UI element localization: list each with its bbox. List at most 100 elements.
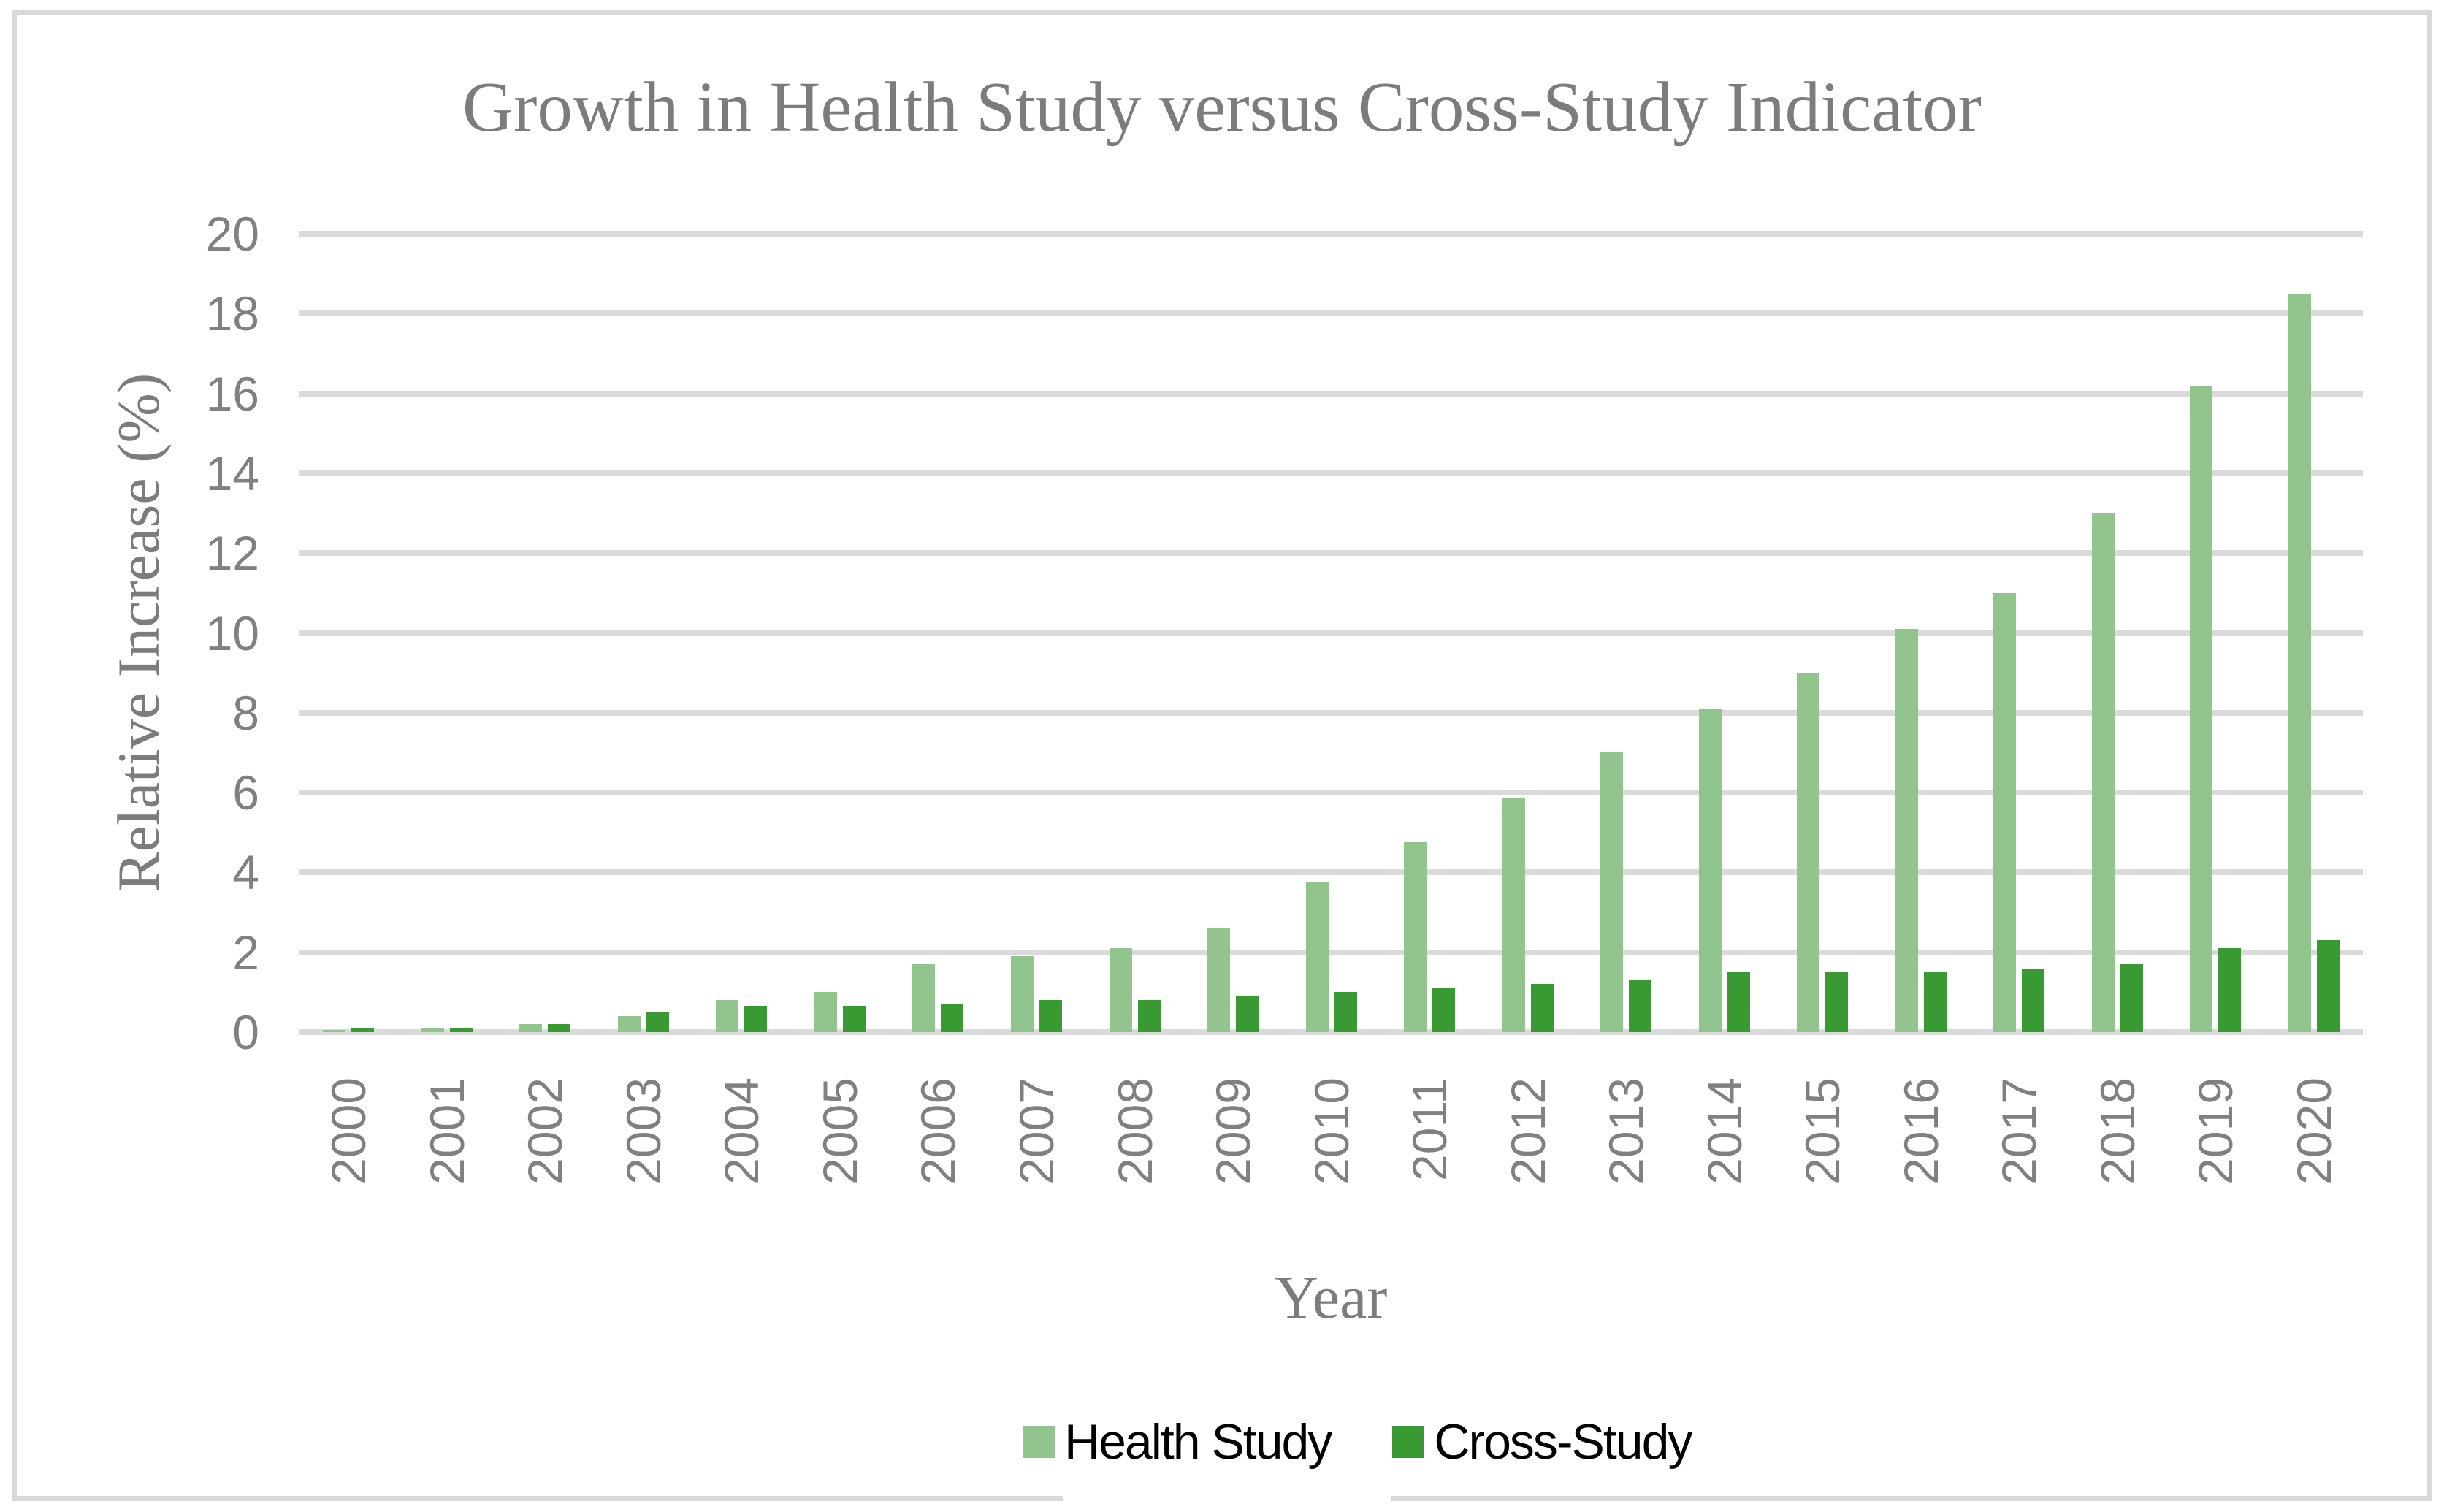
health-study-bar-2007: [1010, 956, 1034, 1032]
x-tick-label: 2020: [2286, 1077, 2341, 1185]
health-study-bar-2018: [2091, 513, 2115, 1032]
cross-study-bar-2005: [842, 1006, 866, 1032]
x-tick-label: 2010: [1304, 1077, 1359, 1185]
bar-group-2005: 2005: [791, 234, 890, 1185]
x-tick-label: 2009: [1206, 1077, 1261, 1185]
x-tick-label: 2005: [812, 1077, 867, 1185]
cross-study-bar-2011: [1432, 988, 1456, 1032]
cross-study-bar-2020: [2316, 940, 2340, 1032]
cross-study-bar-2016: [1923, 972, 1947, 1032]
bar-group-2002: 2002: [496, 234, 595, 1185]
x-tick-label: 2008: [1107, 1077, 1162, 1185]
health-study-bar-2012: [1502, 798, 1525, 1032]
x-tick-label: 2003: [616, 1077, 671, 1185]
cross-study-swatch-icon: [1392, 1426, 1425, 1458]
gridline: [299, 470, 2363, 476]
x-tick-label: 2012: [1500, 1077, 1555, 1185]
health-study-bar-2015: [1797, 673, 1820, 1032]
cross-study-bar-2007: [1039, 1000, 1062, 1032]
bar-group-2012: 2012: [1478, 234, 1577, 1185]
health-study-bar-2005: [814, 992, 837, 1032]
cross-study-bar-2018: [2120, 964, 2143, 1032]
x-tick-label: 2018: [2090, 1077, 2145, 1185]
health-study-bar-2019: [2190, 385, 2213, 1032]
health-study-bar-2009: [1207, 928, 1231, 1032]
x-tick-label: 2014: [1697, 1077, 1752, 1185]
health-study-bar-2016: [1895, 629, 1918, 1032]
cross-study-bar-2010: [1334, 992, 1357, 1032]
gridline: [299, 949, 2363, 955]
bar-group-2004: 2004: [692, 234, 791, 1185]
gridline: [299, 709, 2363, 716]
bar-group-2003: 2003: [595, 234, 693, 1185]
health-study-bar-2013: [1600, 752, 1624, 1032]
bar-group-2017: 2017: [1970, 234, 2069, 1185]
cross-study-bar-2019: [2218, 948, 2242, 1032]
legend-background-box: [1063, 1484, 1391, 1512]
bar-group-2020: 2020: [2265, 234, 2364, 1185]
cross-study-bar-2006: [941, 1004, 964, 1032]
chart-title: Growth in Health Study versus Cross-Stud…: [462, 68, 1982, 146]
bar-group-2001: 2001: [398, 234, 497, 1185]
y-tick-label: 10: [205, 606, 259, 660]
y-axis-labels: 0 2 4 6 8 10 12 14 16 18 20: [124, 210, 259, 1056]
health-study-swatch-icon: [1023, 1426, 1055, 1458]
bar-group-2015: 2015: [1773, 234, 1872, 1185]
health-study-bar-2008: [1109, 948, 1132, 1032]
legend: Health Study Cross-Study: [1023, 1414, 1692, 1470]
y-tick-label: 8: [232, 685, 259, 740]
cross-study-bar-2002: [548, 1024, 571, 1032]
health-study-bar-2014: [1698, 709, 1722, 1032]
health-study-bar-2006: [912, 964, 936, 1032]
x-tick-label: 2017: [1992, 1077, 2047, 1185]
health-study-bar-2001: [421, 1028, 444, 1032]
x-axis-title: Year: [1274, 1264, 1388, 1332]
cross-study-bar-2008: [1137, 1000, 1161, 1032]
bar-group-2010: 2010: [1282, 234, 1381, 1185]
x-tick-label: 2015: [1795, 1077, 1850, 1185]
health-study-bar-2000: [323, 1030, 346, 1032]
gridline: [299, 630, 2363, 636]
cross-study-bar-2000: [351, 1028, 375, 1032]
health-study-bar-2010: [1305, 882, 1329, 1032]
health-study-bar-2002: [519, 1024, 543, 1032]
bar-group-2011: 2011: [1381, 234, 1479, 1181]
cross-study-bar-2003: [646, 1012, 669, 1032]
bar-group-2014: 2014: [1675, 234, 1773, 1185]
health-study-bar-2017: [1993, 592, 2017, 1032]
x-tick-label: 2011: [1402, 1077, 1457, 1181]
x-tick-label: 2007: [1009, 1077, 1063, 1185]
x-tick-label: 2013: [1599, 1077, 1654, 1185]
x-tick-label: 2002: [518, 1077, 573, 1185]
x-tick-label: 2001: [419, 1077, 474, 1185]
gridline: [299, 550, 2363, 557]
y-tick-label: 20: [205, 207, 259, 261]
y-tick-label: 16: [205, 366, 259, 421]
gridline: [299, 390, 2363, 397]
bar-group-2009: 2009: [1184, 234, 1283, 1185]
health-study-bar-2011: [1404, 842, 1427, 1032]
bars-row: 2000 2001 2002 2003 2004 2005 2006 2007 2008 2009…: [299, 234, 2364, 1185]
x-tick-label: 2000: [321, 1077, 376, 1185]
cross-study-bar-2014: [1727, 972, 1750, 1032]
bar-group-2018: 2018: [2069, 234, 2167, 1185]
y-tick-label: 6: [232, 765, 259, 820]
plot-area: 2000 2001 2002 2003 2004 2005 2006 2007 2008 2009…: [299, 231, 2364, 1185]
cross-study-bar-2015: [1825, 972, 1849, 1032]
y-tick-label: 0: [232, 1005, 259, 1059]
x-tick-label: 2006: [911, 1077, 966, 1185]
bar-group-2019: 2019: [2166, 234, 2265, 1185]
y-tick-label: 2: [232, 925, 259, 980]
bar-group-2000: 2000: [299, 234, 398, 1185]
cross-study-bar-2012: [1530, 984, 1554, 1032]
legend-label: Cross-Study: [1434, 1414, 1692, 1470]
y-tick-label: 18: [205, 286, 259, 341]
cross-study-bar-2001: [449, 1028, 473, 1032]
gridline: [299, 231, 2363, 237]
x-tick-label: 2016: [1893, 1077, 1948, 1185]
gridline: [299, 310, 2363, 317]
health-study-bar-2020: [2288, 293, 2311, 1032]
health-study-bar-2004: [716, 1000, 739, 1032]
y-tick-label: 14: [205, 446, 259, 500]
